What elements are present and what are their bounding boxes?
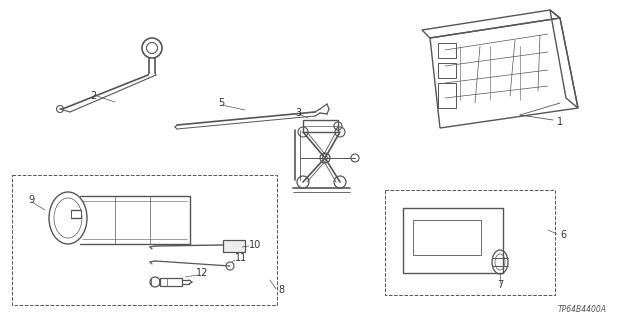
Text: 11: 11: [235, 253, 247, 263]
Bar: [385, 190, 555, 295]
Text: 8: 8: [278, 285, 284, 295]
Bar: [223, 240, 245, 252]
Bar: [160, 278, 182, 286]
Text: TP64B4400A: TP64B4400A: [557, 306, 607, 315]
Bar: [413, 220, 481, 255]
Text: 3: 3: [295, 108, 301, 118]
Bar: [438, 63, 456, 78]
Text: 5: 5: [218, 98, 224, 108]
Text: 12: 12: [196, 268, 209, 278]
Bar: [438, 83, 456, 108]
Text: 2: 2: [90, 91, 96, 101]
Bar: [438, 43, 456, 58]
Text: 10: 10: [249, 240, 261, 250]
Text: 9: 9: [28, 195, 34, 205]
Bar: [303, 120, 338, 132]
Bar: [12, 175, 277, 305]
Text: 7: 7: [497, 280, 503, 290]
Text: 6: 6: [560, 230, 566, 240]
Text: 1: 1: [557, 117, 563, 127]
